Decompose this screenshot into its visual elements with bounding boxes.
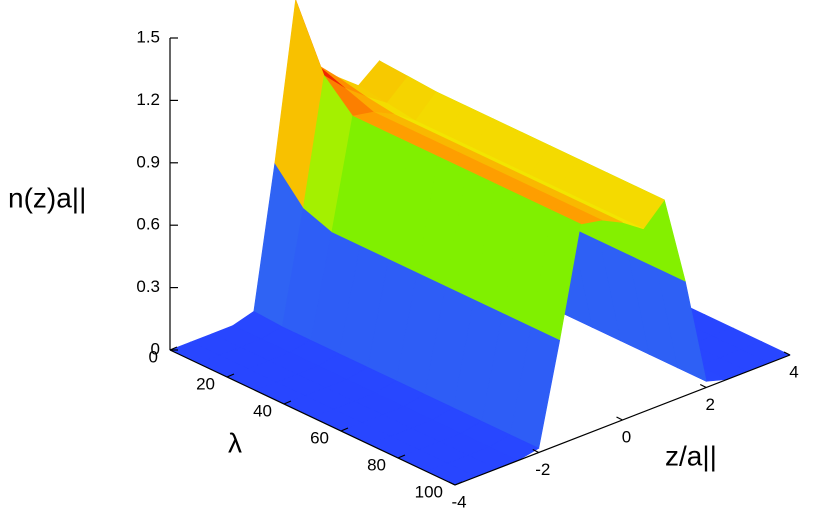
y-tick bbox=[532, 448, 540, 454]
z-tick-label: 1.2 bbox=[136, 90, 160, 109]
z-tick-label: 1.5 bbox=[136, 27, 160, 46]
x-tick-label: 60 bbox=[310, 428, 329, 447]
surface bbox=[169, 0, 791, 486]
x-tick bbox=[283, 400, 292, 405]
x-tick-label: 80 bbox=[367, 455, 386, 474]
z-axis-label: n(z)a|| bbox=[8, 182, 86, 213]
z-tick-label: 0 bbox=[151, 339, 160, 358]
y-tick bbox=[448, 481, 456, 486]
y-tick bbox=[616, 416, 623, 421]
x-tick bbox=[226, 373, 235, 378]
x-tick bbox=[169, 346, 178, 351]
x-tick bbox=[340, 427, 349, 432]
y-tick-label: -2 bbox=[535, 460, 550, 479]
z-tick-label: 0.6 bbox=[136, 215, 160, 234]
z-tick-label: 0.9 bbox=[136, 152, 160, 171]
y-tick-label: 0 bbox=[622, 427, 631, 446]
x-tick bbox=[397, 454, 406, 459]
x-tick-label: 0 bbox=[149, 347, 158, 366]
axes: 0 0.3 0.6 0.9 1.2 1.5 0 20 40 60 80 100 -4 -2 0 2 4 bbox=[136, 27, 798, 511]
y-tick-label: 4 bbox=[789, 362, 798, 381]
x-tick-label: 100 bbox=[415, 482, 443, 501]
y-tick-label: 2 bbox=[706, 395, 715, 414]
x-tick-label: 20 bbox=[196, 374, 215, 393]
y-tick bbox=[699, 383, 707, 389]
y-tick bbox=[783, 351, 791, 356]
x-axis-line bbox=[169, 349, 456, 486]
x-tick-label: 40 bbox=[253, 401, 272, 420]
y-tick-label: -4 bbox=[451, 492, 466, 511]
z-tick-label: 0.3 bbox=[136, 277, 160, 296]
x-axis-label: λ bbox=[228, 427, 242, 458]
y-axis-label: z/a|| bbox=[665, 440, 717, 471]
